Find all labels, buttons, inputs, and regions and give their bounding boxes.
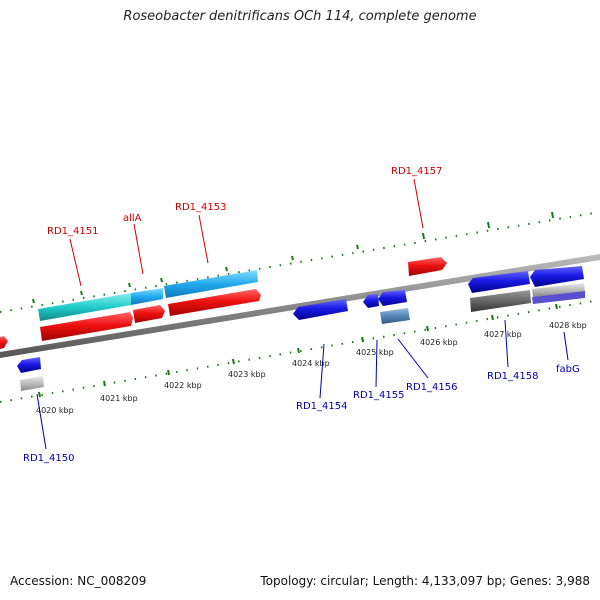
tick-label: 4024 kbp: [292, 359, 330, 368]
forward-strand-features: [0, 257, 447, 350]
lower-tick-track: 4020 kbp 4021 kbp 4022 kbp 4023 kbp 4024…: [0, 299, 600, 415]
genome-backbone: [0, 254, 600, 358]
accession-text: Accession: NC_008209: [10, 574, 147, 588]
gene-label-rd1-4156: RD1_4156: [406, 382, 457, 393]
reverse-strand-features: [17, 266, 585, 391]
gene-feature-steel[interactable]: [380, 308, 410, 324]
forward-labels: RD1_4151 allA RD1_4153 RD1_4157: [47, 166, 442, 287]
tick-label: 4022 kbp: [164, 381, 202, 390]
gene-label-rd1-4151: RD1_4151: [47, 226, 98, 237]
gene-label-alla: allA: [123, 213, 142, 224]
gene-arrow-forward[interactable]: [0, 336, 8, 350]
gene-arrow-forward[interactable]: [40, 312, 133, 341]
gene-label-rd1-4157: RD1_4157: [391, 166, 442, 177]
gene-feature-grey[interactable]: [20, 376, 44, 391]
tick-label: 4021 kbp: [100, 394, 138, 403]
gene-arrow-reverse[interactable]: [363, 294, 379, 308]
gene-label-rd1-4153: RD1_4153: [175, 202, 226, 213]
gene-arrow-reverse[interactable]: [17, 357, 41, 373]
gene-arrow-forward[interactable]: [408, 257, 447, 276]
tick-label: 4027 kbp: [484, 330, 522, 339]
gene-label-rd1-4155: RD1_4155: [353, 390, 404, 401]
gene-feature-skyblue[interactable]: [131, 288, 163, 305]
tick-label: 4023 kbp: [228, 370, 266, 379]
gene-feature-purple[interactable]: [532, 291, 585, 304]
gene-arrow-reverse[interactable]: [468, 271, 530, 293]
gene-feature-grey[interactable]: [532, 283, 585, 297]
gene-label-rd1-4150: RD1_4150: [23, 453, 74, 464]
upper-tick-track: [0, 211, 600, 313]
gene-feature-skyblue[interactable]: [164, 270, 258, 298]
reverse-labels: RD1_4150 RD1_4154 RD1_4155 RD1_4156 RD1_…: [23, 319, 580, 464]
gene-feature-cyan[interactable]: [38, 293, 131, 321]
gene-feature-dark[interactable]: [470, 290, 531, 312]
tick-label: 4025 kbp: [356, 348, 394, 357]
gene-arrow-forward[interactable]: [168, 289, 261, 316]
tick-label: 4028 kbp: [549, 321, 587, 330]
gene-label-rd1-4154: RD1_4154: [296, 401, 347, 412]
gene-arrow-reverse[interactable]: [378, 290, 407, 306]
gene-arrow-reverse[interactable]: [530, 266, 584, 287]
tick-label: 4026 kbp: [420, 338, 458, 347]
genome-summary-text: Topology: circular; Length: 4,133,097 bp…: [260, 574, 590, 588]
gene-arrow-forward[interactable]: [133, 305, 165, 323]
gene-arrow-reverse[interactable]: [293, 299, 348, 320]
tick-label: 4020 kbp: [36, 406, 74, 415]
gene-label-rd1-4158: RD1_4158: [487, 371, 538, 382]
gene-label-fabg: fabG: [556, 364, 580, 375]
map-title: Roseobacter denitrificans OCh 114, compl…: [123, 9, 477, 24]
